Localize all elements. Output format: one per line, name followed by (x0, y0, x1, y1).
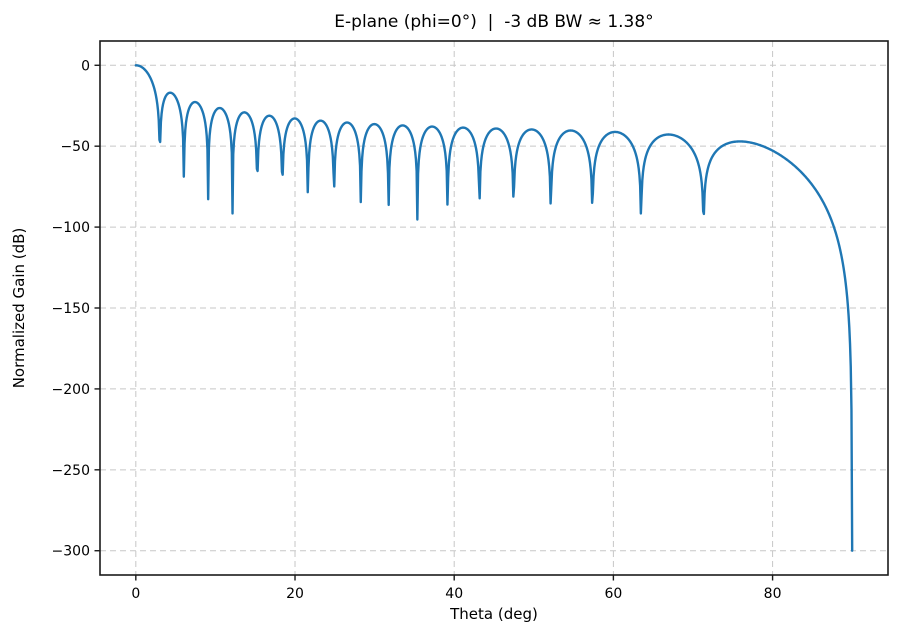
y-tick-label: 0 (81, 58, 90, 74)
x-tick-label: 20 (286, 586, 304, 602)
chart-title: E-plane (phi=0°) | -3 dB BW ≈ 1.38° (334, 12, 653, 32)
tick-layer (94, 64, 774, 581)
x-tick-label: 80 (764, 586, 782, 602)
x-tick-label: 60 (604, 586, 622, 602)
x-tick-label: 0 (131, 586, 140, 602)
y-tick-label: −200 (52, 382, 90, 398)
grid-layer (100, 41, 888, 575)
tick-label-layer: 0 20 40 60 80 0 −50 −100 −150 −200 −250 −300 (52, 58, 782, 602)
y-tick-label: −50 (60, 139, 90, 155)
y-tick-label: −300 (52, 544, 90, 560)
y-tick-label: −250 (52, 463, 90, 479)
y-tick-label: −100 (52, 220, 90, 236)
x-axis-label: Theta (deg) (449, 605, 538, 623)
y-tick-label: −150 (52, 301, 90, 317)
x-tick-label: 40 (445, 586, 463, 602)
y-axis-label: Normalized Gain (dB) (10, 228, 28, 389)
gain-curve (134, 64, 854, 552)
